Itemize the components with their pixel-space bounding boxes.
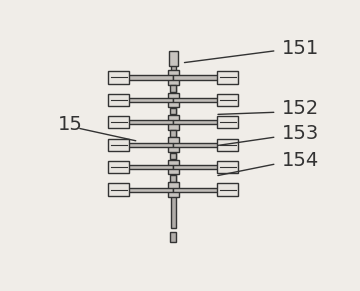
Bar — [123, 75, 174, 79]
Bar — [170, 85, 176, 92]
Bar — [174, 187, 224, 191]
Bar — [174, 120, 224, 124]
Bar — [108, 139, 129, 151]
Bar — [170, 152, 176, 159]
Bar — [108, 116, 129, 128]
Bar — [174, 143, 224, 147]
Bar — [108, 71, 129, 84]
Bar — [123, 187, 174, 191]
Bar — [170, 232, 176, 242]
Bar — [217, 116, 238, 128]
Bar — [108, 183, 129, 196]
Bar — [169, 51, 178, 66]
Bar — [168, 70, 179, 85]
Bar — [123, 98, 174, 102]
Bar — [108, 161, 129, 173]
Text: 152: 152 — [282, 99, 319, 118]
Bar — [108, 94, 129, 106]
Text: 151: 151 — [282, 39, 319, 58]
Bar — [170, 108, 176, 114]
Bar — [174, 75, 224, 79]
Text: 153: 153 — [282, 124, 319, 143]
Text: 15: 15 — [58, 115, 82, 134]
Bar — [217, 183, 238, 196]
Bar — [168, 160, 179, 174]
Bar — [168, 182, 179, 197]
Bar — [217, 161, 238, 173]
Bar — [168, 137, 179, 152]
Bar — [170, 175, 176, 182]
Bar — [171, 57, 176, 228]
Bar — [174, 98, 224, 102]
Bar — [168, 93, 179, 107]
Bar — [123, 143, 174, 147]
Bar — [217, 94, 238, 106]
Bar — [168, 115, 179, 129]
Bar — [123, 165, 174, 169]
Bar — [170, 130, 176, 137]
Bar — [174, 165, 224, 169]
Text: 154: 154 — [282, 151, 319, 170]
Bar — [217, 71, 238, 84]
Bar — [217, 139, 238, 151]
Bar — [123, 120, 174, 124]
